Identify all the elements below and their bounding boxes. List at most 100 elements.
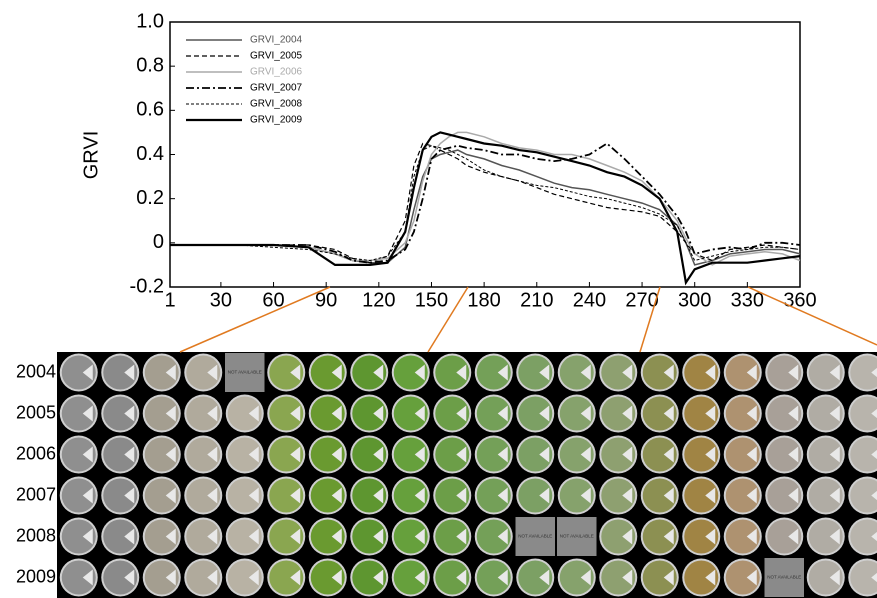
photo: [642, 355, 677, 390]
photo-glare: [871, 531, 877, 542]
photo-glare: [746, 569, 757, 586]
photo: [684, 437, 719, 472]
photo: [227, 519, 262, 554]
y-tick-label: -0.2: [130, 275, 164, 297]
photo-glare: [207, 405, 218, 422]
unavailable-label: NOT AVAILABLE: [228, 370, 262, 375]
photo: [767, 355, 802, 390]
photo: [310, 478, 345, 513]
photo-glare: [746, 446, 757, 463]
photo-glare: [580, 487, 591, 504]
photo-glare: [788, 405, 799, 422]
photo-glare: [414, 569, 425, 586]
photo: [725, 519, 760, 554]
plot-frame: [169, 21, 801, 288]
x-tick-label: 270: [625, 289, 658, 311]
photo-glare: [871, 367, 877, 378]
photo-glare: [165, 569, 176, 586]
photo-glare: [705, 405, 716, 422]
photo: [642, 478, 677, 513]
photo-glare: [539, 364, 550, 381]
x-tick-label: 240: [573, 289, 606, 311]
photo-glare: [165, 487, 176, 504]
photo-glare: [124, 528, 135, 545]
photo: [103, 437, 138, 472]
photo-glare: [124, 405, 135, 422]
photo: [559, 355, 594, 390]
photo: [61, 437, 96, 472]
photo-glare: [497, 528, 508, 545]
row-label: 2008: [16, 525, 56, 545]
photo-glare: [165, 446, 176, 463]
photo-glare: [82, 405, 93, 422]
photo-glare: [746, 405, 757, 422]
photo-glare: [456, 487, 467, 504]
photo: [352, 519, 387, 554]
row-label: 2007: [16, 484, 56, 504]
photo: [269, 519, 304, 554]
photo: [227, 478, 262, 513]
photo-glare: [829, 528, 840, 545]
legend-label: GRVI_2004: [250, 35, 303, 46]
photo-glare: [705, 569, 716, 586]
photo: [518, 560, 553, 595]
chart: -0.2 0 0.2 0.4 0.6 0.8 1.0 1 30 60 90 120 150 180 210 2…: [130, 10, 817, 311]
photo: [144, 519, 179, 554]
photo: [269, 478, 304, 513]
photo: [476, 396, 511, 431]
photo-glare: [497, 405, 508, 422]
photo-glare: [539, 487, 550, 504]
photo: [103, 396, 138, 431]
photo-glare: [622, 446, 633, 463]
photo-glare: [248, 405, 259, 422]
photo: [103, 519, 138, 554]
photo-glare: [414, 364, 425, 381]
series-line: [170, 145, 801, 262]
photo-glare: [622, 487, 633, 504]
photo-glare: [290, 487, 301, 504]
photo: [559, 478, 594, 513]
photo-glare: [663, 487, 674, 504]
x-tick-label: 150: [415, 289, 448, 311]
connector: [639, 286, 661, 353]
photo: [642, 519, 677, 554]
photo: [144, 437, 179, 472]
photo-glare: [331, 528, 342, 545]
photo-glare: [580, 364, 591, 381]
photo-glare: [331, 405, 342, 422]
photo-glare: [497, 569, 508, 586]
photo-glare: [580, 446, 591, 463]
photo: [103, 478, 138, 513]
photo-glare: [82, 446, 93, 463]
photo-glare: [871, 408, 877, 419]
photo: [808, 478, 843, 513]
photo: [186, 355, 221, 390]
photo-glare: [82, 487, 93, 504]
photo: [61, 355, 96, 390]
photo: [725, 560, 760, 595]
photo: [435, 560, 470, 595]
x-tick-label: 60: [262, 289, 284, 311]
photo: [61, 560, 96, 595]
photo: [435, 396, 470, 431]
photo-glare: [663, 528, 674, 545]
photo: [476, 437, 511, 472]
photo: [808, 396, 843, 431]
photo: [725, 396, 760, 431]
photo: [642, 396, 677, 431]
photo: [518, 355, 553, 390]
photo: [476, 519, 511, 554]
connector: [427, 286, 469, 353]
connectors: [179, 286, 877, 353]
photo: [186, 560, 221, 595]
photo-glare: [622, 569, 633, 586]
photo: [186, 519, 221, 554]
photo: [435, 355, 470, 390]
photo-glare: [124, 446, 135, 463]
photo-glare: [456, 528, 467, 545]
photo: [518, 396, 553, 431]
photo-glare: [829, 364, 840, 381]
photo-glare: [456, 405, 467, 422]
photo: [227, 396, 262, 431]
photo: [476, 478, 511, 513]
